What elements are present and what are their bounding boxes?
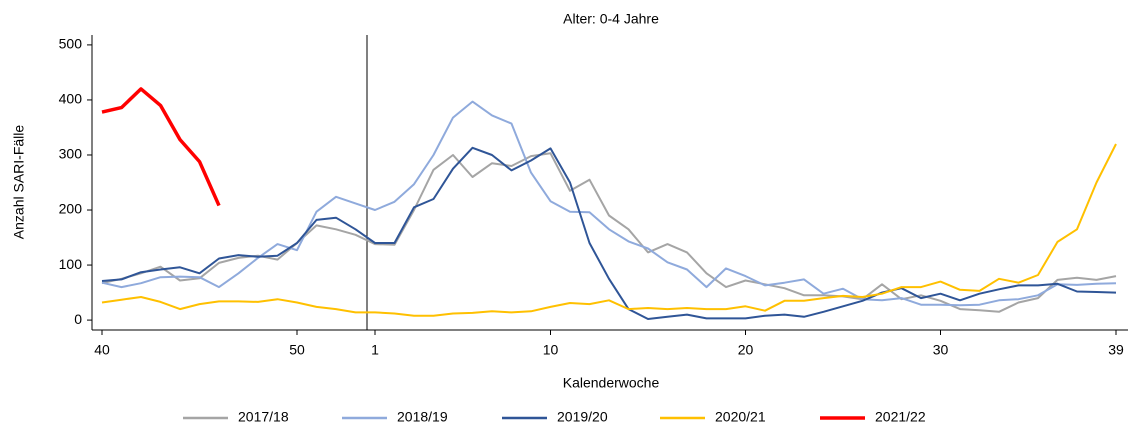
legend-label: 2020/21: [715, 409, 766, 425]
x-tick-label: 40: [94, 342, 110, 358]
y-tick-label: 400: [59, 91, 83, 107]
legend-label: 2019/20: [557, 409, 608, 425]
x-axis-title: Kalenderwoche: [563, 375, 660, 391]
chart-title: Alter: 0-4 Jahre: [563, 11, 659, 27]
line-series: [101, 143, 1117, 317]
line-series: [101, 146, 1117, 320]
y-tick-label: 300: [59, 146, 83, 162]
x-tick-label: 1: [371, 342, 379, 358]
y-tick-label: 200: [59, 201, 83, 217]
line-series: [101, 100, 1117, 307]
line-series: [101, 152, 1117, 313]
legend-label: 2018/19: [397, 409, 448, 425]
x-tick-label: 10: [543, 342, 559, 358]
x-tick-label: 30: [933, 342, 949, 358]
x-tick-label: 20: [738, 342, 754, 358]
legend-label: 2017/18: [238, 409, 289, 425]
y-tick-label: 0: [74, 311, 82, 327]
legend-label: 2021/22: [875, 409, 926, 425]
y-axis-title: Anzahl SARI-Fälle: [11, 125, 27, 240]
x-tick-label: 50: [289, 342, 305, 358]
line-series: [101, 87, 221, 207]
y-tick-label: 500: [59, 36, 83, 52]
y-tick-label: 100: [59, 256, 83, 272]
x-tick-label: 39: [1108, 342, 1124, 358]
